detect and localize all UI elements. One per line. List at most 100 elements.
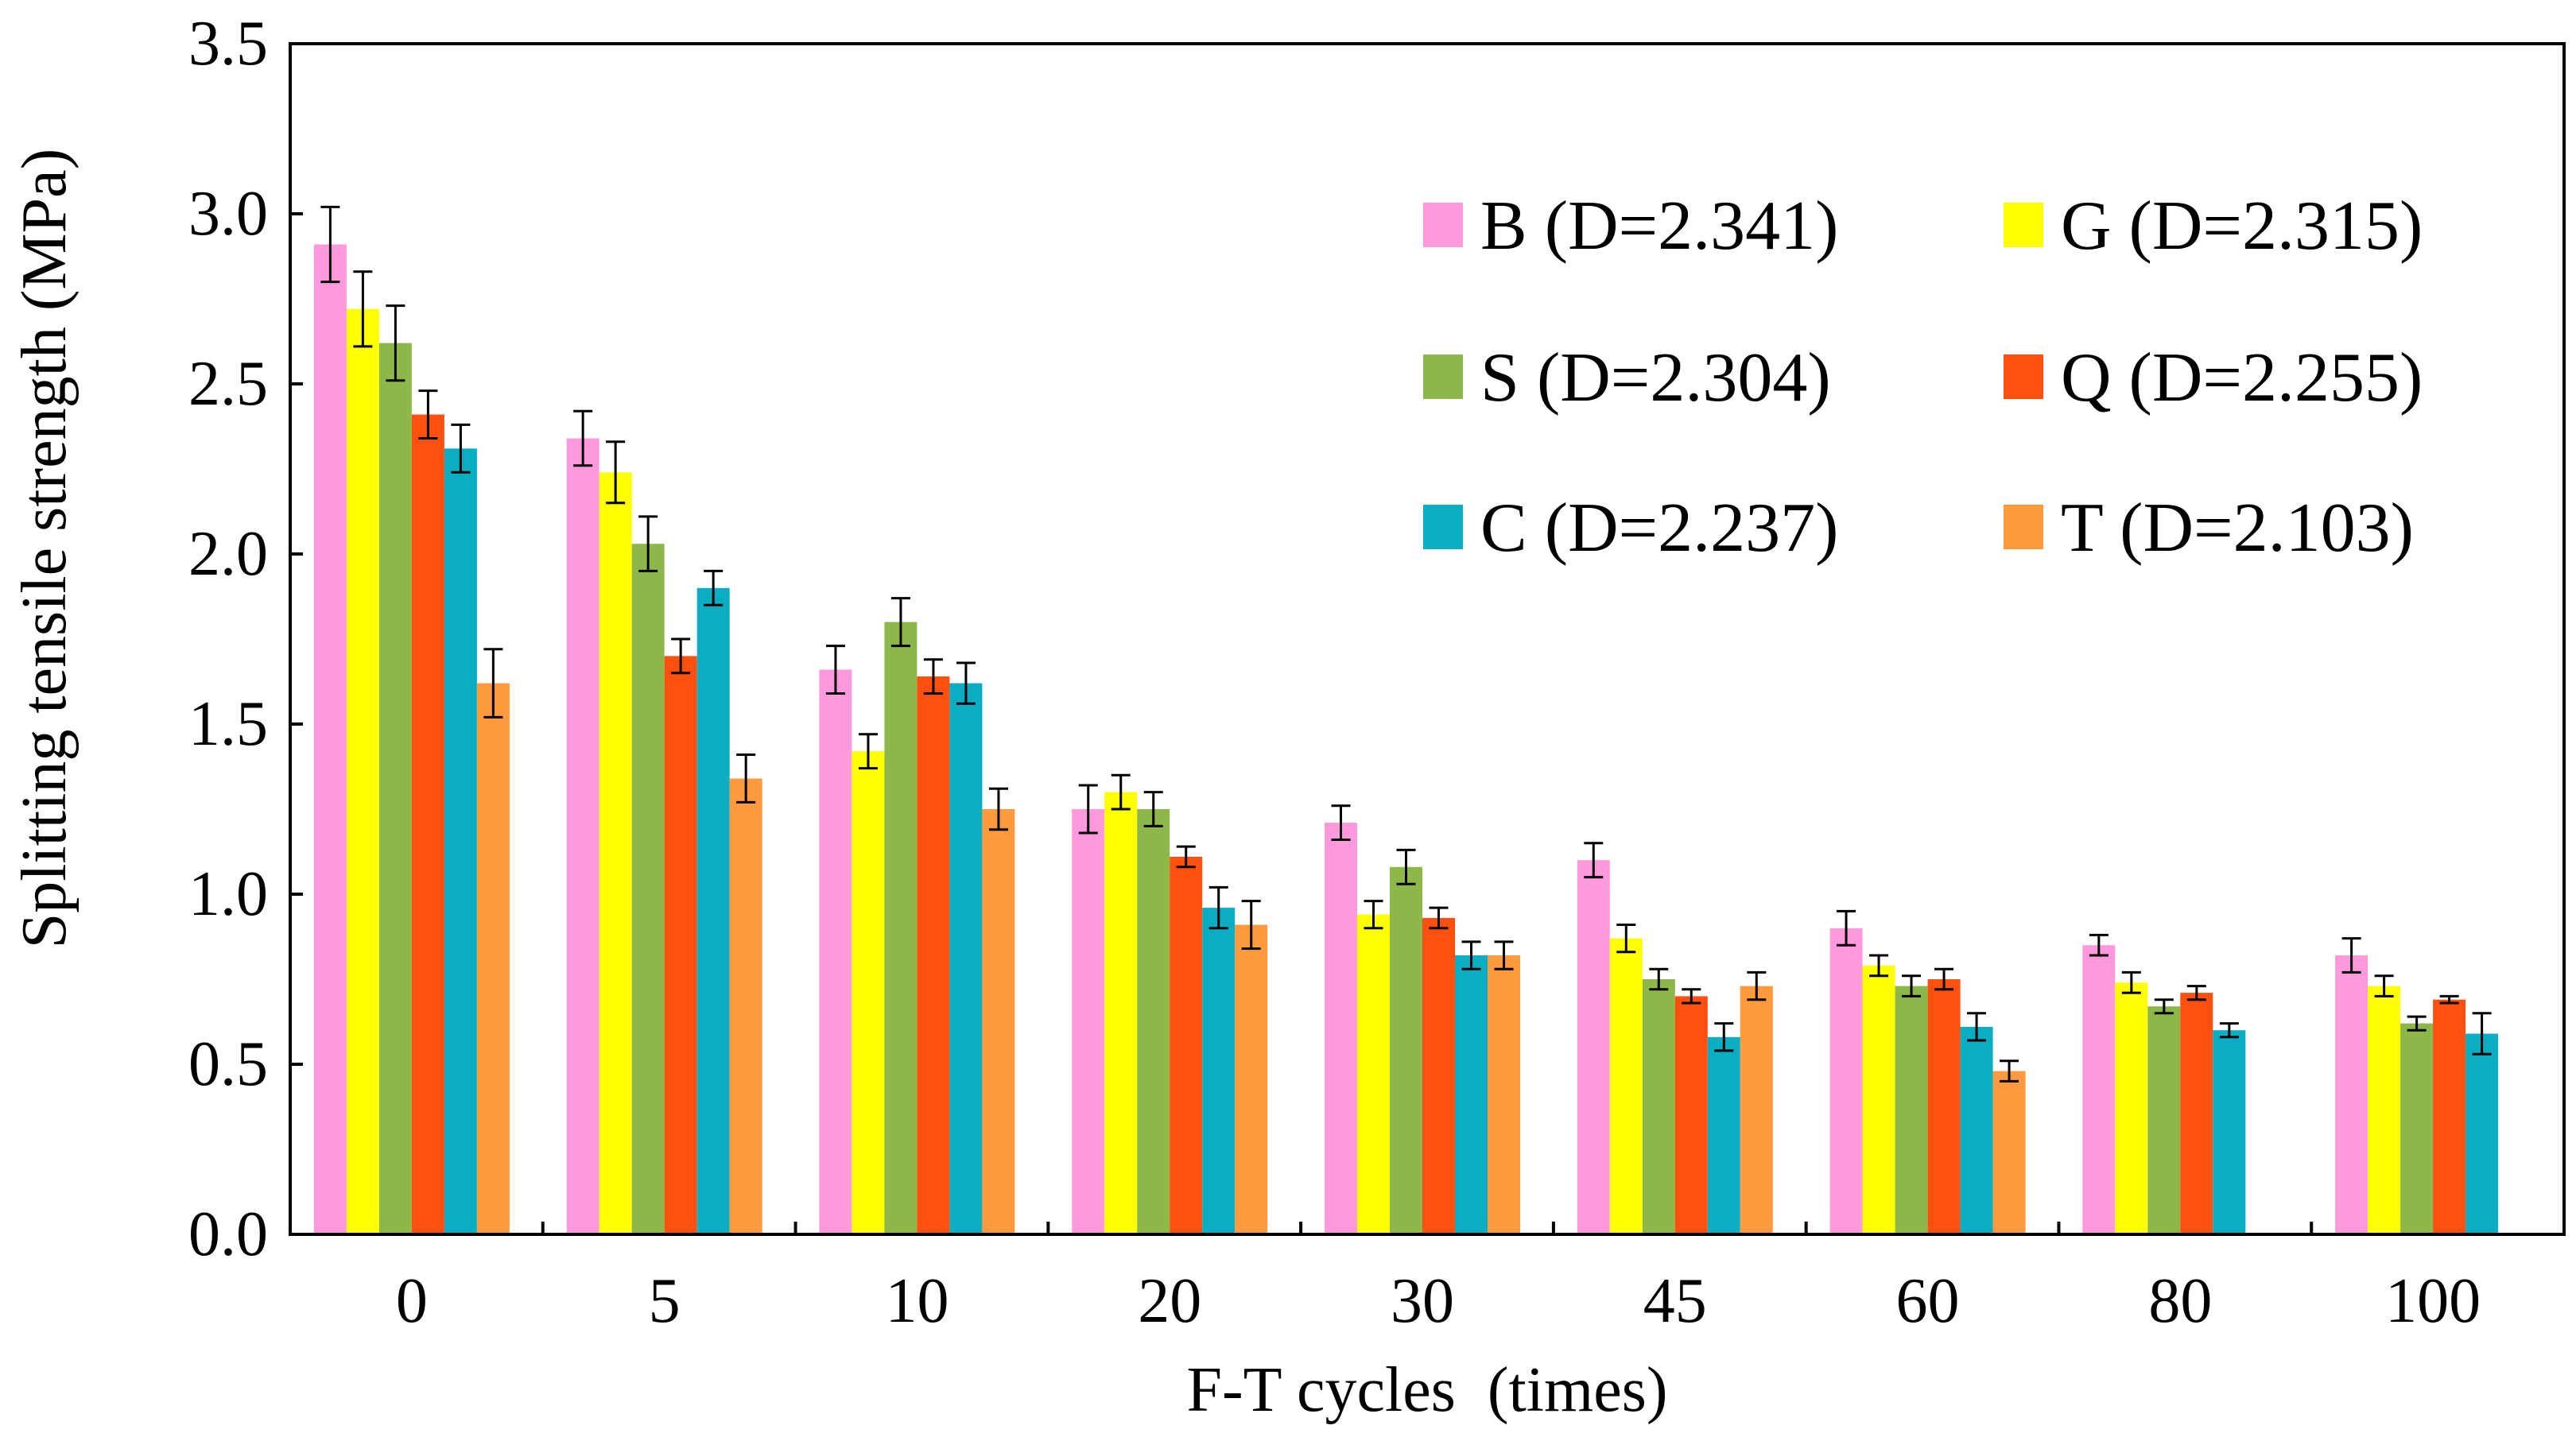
legend-item-t: T (D=2.103)	[2004, 490, 2414, 567]
error-bar-s-cycle-45	[1649, 967, 1669, 991]
error-bar-c-cycle-20	[1208, 885, 1228, 930]
legend-label: S (D=2.304)	[1480, 339, 1831, 416]
x-tick-label: 45	[1643, 1266, 1707, 1336]
legend-label: B (D=2.341)	[1480, 188, 1838, 265]
y-tick-label: 0.0	[188, 1199, 268, 1269]
error-bar-s-cycle-10	[890, 597, 910, 648]
error-bar-q-cycle-5	[671, 637, 691, 675]
y-axis-title: Splitting tensile strength (MPa)	[10, 149, 80, 949]
legend-item-g: G (D=2.315)	[2004, 188, 2423, 265]
y-axis: 0.0 0.5 1.0 1.5 2.0 2.5 3.0 3.5	[188, 9, 303, 1269]
legend-label: Q (D=2.255)	[2061, 339, 2423, 416]
bar-b-cycle-20	[1072, 809, 1105, 1234]
legend-item-q: Q (D=2.255)	[2004, 339, 2423, 416]
bar-t-cycle-5	[729, 778, 762, 1234]
x-tick-label: 10	[885, 1266, 949, 1336]
legend-swatch	[2004, 203, 2043, 247]
error-bar-q-cycle-10	[923, 658, 943, 695]
error-bar-c-cycle-80	[2219, 1022, 2239, 1039]
error-bar-g-cycle-30	[1364, 900, 1383, 930]
error-bar-s-cycle-20	[1143, 791, 1163, 827]
error-bar-s-cycle-0	[386, 304, 405, 382]
x-tick-label: 20	[1138, 1266, 1201, 1336]
legend-label: C (D=2.237)	[1480, 490, 1838, 567]
bar-q-cycle-100	[2433, 999, 2466, 1234]
error-bar-c-cycle-0	[451, 423, 471, 474]
error-bar-c-cycle-60	[1967, 1012, 1987, 1042]
error-bar-q-cycle-30	[1429, 906, 1449, 930]
bar-c-cycle-0	[444, 448, 477, 1234]
error-bar-b-cycle-80	[2089, 933, 2109, 957]
error-bar-g-cycle-20	[1111, 773, 1131, 811]
error-bar-t-cycle-10	[988, 787, 1008, 831]
error-bar-s-cycle-80	[2154, 998, 2174, 1015]
legend-swatch	[2004, 354, 2043, 399]
error-bar-c-cycle-30	[1461, 940, 1481, 970]
error-bar-q-cycle-60	[1934, 967, 1954, 991]
error-bar-g-cycle-5	[606, 440, 626, 505]
bar-q-cycle-60	[1927, 979, 1961, 1234]
legend-swatch	[1423, 203, 1463, 247]
bar-b-cycle-100	[2335, 955, 2368, 1234]
bar-t-cycle-60	[1992, 1071, 2026, 1234]
bar-t-cycle-30	[1488, 955, 1520, 1234]
bar-g-cycle-30	[1357, 914, 1390, 1234]
bar-t-cycle-20	[1235, 924, 1268, 1234]
bar-q-cycle-30	[1422, 918, 1455, 1234]
error-bar-s-cycle-100	[2407, 1015, 2427, 1032]
bar-g-cycle-80	[2115, 982, 2148, 1234]
error-bar-s-cycle-5	[638, 515, 658, 572]
error-bar-c-cycle-100	[2472, 1012, 2492, 1056]
error-bar-q-cycle-0	[418, 389, 438, 440]
error-bar-b-cycle-5	[573, 409, 593, 467]
error-bar-b-cycle-100	[2341, 937, 2361, 974]
error-bar-t-cycle-20	[1241, 900, 1261, 950]
error-bar-b-cycle-20	[1078, 784, 1098, 835]
legend-item-c: C (D=2.237)	[1423, 490, 1838, 567]
error-bar-t-cycle-5	[736, 753, 756, 804]
error-bar-t-cycle-60	[2000, 1059, 2019, 1083]
bar-g-cycle-10	[852, 751, 885, 1234]
plot-frame	[289, 42, 2566, 1236]
legend-swatch	[2004, 505, 2043, 549]
bar-q-cycle-0	[411, 414, 444, 1234]
legend-label: G (D=2.315)	[2061, 188, 2423, 265]
x-tick-label: 60	[1896, 1266, 1960, 1336]
bar-g-cycle-5	[599, 472, 632, 1234]
error-bar-g-cycle-80	[2121, 970, 2141, 994]
bar-g-cycle-0	[346, 308, 379, 1234]
error-bar-b-cycle-30	[1331, 804, 1351, 841]
bar-s-cycle-20	[1137, 809, 1170, 1234]
bar-s-cycle-0	[378, 343, 412, 1235]
y-tick-label: 0.5	[188, 1029, 268, 1099]
bar-b-cycle-30	[1325, 823, 1357, 1234]
error-bar-t-cycle-45	[1747, 970, 1767, 1001]
x-tick-label: 80	[2148, 1266, 2212, 1336]
bar-g-cycle-60	[1862, 965, 1895, 1234]
bar-q-cycle-20	[1170, 856, 1203, 1234]
error-bar-b-cycle-10	[825, 645, 845, 695]
error-bar-c-cycle-10	[956, 661, 976, 705]
bar-g-cycle-45	[1609, 938, 1643, 1234]
error-bar-g-cycle-60	[1869, 954, 1889, 978]
error-bar-q-cycle-45	[1682, 988, 1701, 1005]
bar-t-cycle-45	[1740, 986, 1773, 1234]
bar-c-cycle-30	[1455, 955, 1488, 1234]
bar-s-cycle-45	[1642, 979, 1675, 1234]
bar-c-cycle-80	[2213, 1030, 2246, 1234]
error-bar-s-cycle-30	[1396, 848, 1416, 885]
y-tick-label: 2.0	[188, 519, 268, 589]
error-bar-b-cycle-60	[1837, 909, 1856, 947]
legend-swatch	[1423, 505, 1463, 549]
error-bar-g-cycle-10	[858, 733, 878, 770]
bar-c-cycle-20	[1202, 908, 1236, 1234]
x-tick-label: 5	[649, 1266, 681, 1336]
bar-b-cycle-60	[1829, 928, 1863, 1234]
x-tick-label: 30	[1391, 1266, 1454, 1336]
bar-g-cycle-100	[2368, 986, 2401, 1234]
error-bar-q-cycle-100	[2439, 994, 2459, 1005]
bar-q-cycle-10	[917, 676, 950, 1234]
x-axis-title: F-T cycles (times)	[1186, 1355, 1667, 1425]
y-tick-label: 1.0	[188, 859, 268, 929]
